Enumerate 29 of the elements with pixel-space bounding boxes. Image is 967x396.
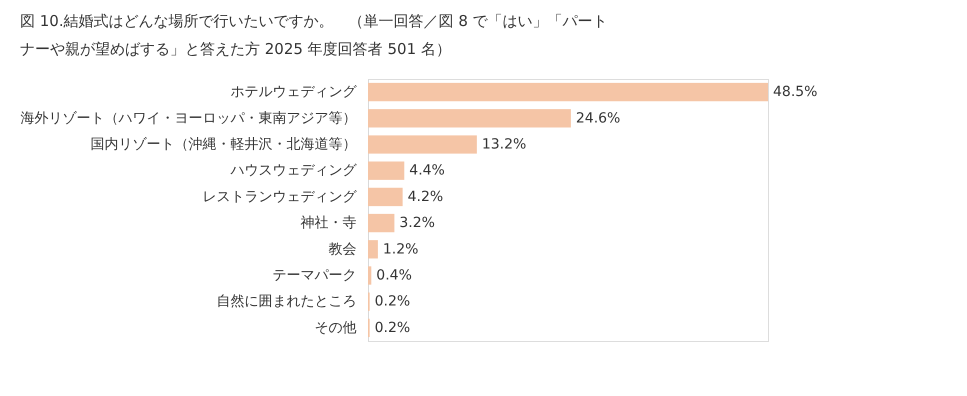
data-label: 4.2% <box>408 188 444 205</box>
data-label: 0.2% <box>374 320 410 336</box>
bar <box>368 82 768 102</box>
bar <box>368 162 404 180</box>
y-tick-label: 国内リゾート（沖縄・軽井沢・北海道等） <box>90 136 356 152</box>
chart-title: 図 10.結婚式はどんな場所で行いたいですか。 （単一回答／図 8 で「はい」「パートナーや親が望めばする」と答えた方 2025 年度回答者 501 名） <box>20 12 608 58</box>
y-tick-label: レストランウェディング <box>202 188 358 205</box>
data-label: 4.4% <box>409 162 445 179</box>
bar <box>368 214 394 232</box>
bar <box>368 240 378 258</box>
data-label: 0.4% <box>376 268 412 284</box>
y-tick-label: 海外リゾート（ハワイ・ヨーロッパ・東南アジア等） <box>20 110 356 126</box>
bar <box>368 188 403 206</box>
bar <box>368 135 477 154</box>
bar <box>368 266 372 285</box>
y-tick-label: ホテルウェディング <box>230 84 358 100</box>
data-label: 24.6% <box>576 110 620 126</box>
data-label: 48.5% <box>773 84 818 100</box>
y-tick-label: 教会 <box>328 241 356 258</box>
bar <box>368 109 571 128</box>
data-label: 13.2% <box>482 136 526 152</box>
y-tick-label: ハウスウェディング <box>230 162 358 179</box>
data-label: 0.2% <box>374 294 410 310</box>
data-label: 1.2% <box>382 241 418 258</box>
y-tick-label: テーマパーク <box>272 268 356 284</box>
y-tick-label: その他 <box>314 320 356 336</box>
y-tick-label: 神社・寺 <box>300 215 356 232</box>
y-tick-label: 自然に囲まれたところ <box>216 294 356 310</box>
data-label: 3.2% <box>399 215 435 232</box>
